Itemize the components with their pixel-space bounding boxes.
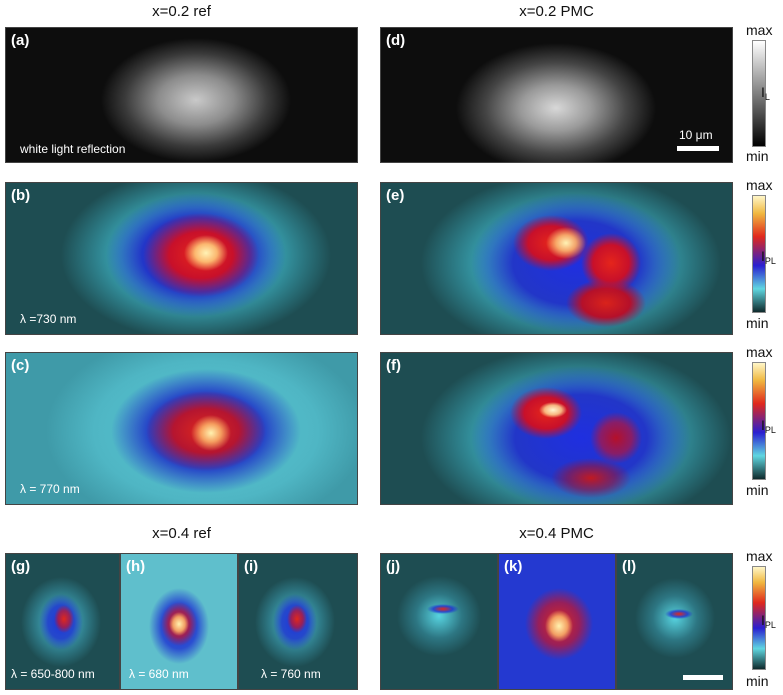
panel-c-pl-770: (c) λ = 770 nm bbox=[5, 352, 358, 505]
title-x04-pmc: x=0.4 PMC bbox=[519, 525, 594, 542]
panel-i-pl: (i) λ = 760 nm bbox=[238, 553, 358, 690]
colorbar-pl bbox=[752, 362, 766, 480]
colorbar-min-label: min bbox=[746, 482, 769, 498]
panel-label: (a) bbox=[11, 32, 30, 49]
colorbar-max-label: max bbox=[746, 22, 773, 38]
panel-d-white-light: (d) 10 μm bbox=[380, 27, 733, 163]
colorbar-axis-label: IPL bbox=[761, 612, 776, 630]
panel-caption: λ =730 nm bbox=[20, 312, 77, 326]
title-x02-ref: x=0.2 ref bbox=[152, 3, 211, 20]
colorbar-max-label: max bbox=[746, 344, 773, 360]
panel-g-pl: (g) λ = 650-800 nm bbox=[5, 553, 120, 690]
colorbar-min-label: min bbox=[746, 673, 769, 689]
colorbar-pl bbox=[752, 195, 766, 313]
panel-caption: λ = 760 nm bbox=[261, 667, 321, 681]
panel-e-pl: (e) bbox=[380, 182, 733, 335]
panel-b-pl-730: (b) λ =730 nm bbox=[5, 182, 358, 335]
colorbar-pl bbox=[752, 566, 766, 670]
panel-j-pl: (j) bbox=[380, 553, 498, 690]
colorbar-axis-main: I bbox=[761, 84, 765, 100]
panel-caption: λ = 650-800 nm bbox=[11, 667, 95, 681]
colorbar-max-label: max bbox=[746, 548, 773, 564]
title-x02-pmc: x=0.2 PMC bbox=[519, 3, 594, 20]
panel-l-pl: (l) bbox=[616, 553, 733, 690]
panel-label: (c) bbox=[11, 357, 30, 374]
colorbar-axis-sub: PL bbox=[764, 256, 776, 266]
panel-k-pl: (k) bbox=[498, 553, 616, 690]
colorbar-max-label: max bbox=[746, 177, 773, 193]
panel-label: (d) bbox=[386, 32, 406, 49]
colorbar-axis-sub: PL bbox=[764, 425, 776, 435]
panel-label: (g) bbox=[11, 558, 31, 575]
panel-label: (k) bbox=[504, 558, 523, 575]
scale-bar bbox=[677, 146, 719, 151]
panel-label: (h) bbox=[126, 558, 146, 575]
scale-bar bbox=[683, 675, 723, 680]
panel-caption: λ = 770 nm bbox=[20, 482, 80, 496]
colorbar-axis-main: I bbox=[761, 417, 765, 433]
panel-label: (b) bbox=[11, 187, 31, 204]
panel-label: (f) bbox=[386, 357, 401, 374]
panel-caption: λ = 680 nm bbox=[129, 667, 189, 681]
colorbar-min-label: min bbox=[746, 148, 769, 164]
colorbar-min-label: min bbox=[746, 315, 769, 331]
panel-caption: white light reflection bbox=[20, 142, 126, 156]
title-x04-ref: x=0.4 ref bbox=[152, 525, 211, 542]
panel-a-white-light: (a) white light reflection bbox=[5, 27, 358, 163]
colorbar-grayscale bbox=[752, 40, 766, 147]
panel-h-pl: (h) λ = 680 nm bbox=[120, 553, 238, 690]
panel-f-pl: (f) bbox=[380, 352, 733, 505]
colorbar-axis-sub: PL bbox=[764, 620, 776, 630]
panel-label: (i) bbox=[244, 558, 259, 575]
scale-bar-label: 10 μm bbox=[679, 128, 713, 142]
colorbar-axis-main: I bbox=[761, 248, 765, 264]
panel-label: (l) bbox=[622, 558, 637, 575]
colorbar-axis-label: IPL bbox=[761, 248, 776, 266]
panel-label: (e) bbox=[386, 187, 405, 204]
panel-label: (j) bbox=[386, 558, 401, 575]
colorbar-axis-main: I bbox=[761, 612, 765, 628]
colorbar-axis-label: IL bbox=[761, 84, 770, 102]
colorbar-axis-sub: L bbox=[764, 92, 770, 102]
colorbar-axis-label: IPL bbox=[761, 417, 776, 435]
